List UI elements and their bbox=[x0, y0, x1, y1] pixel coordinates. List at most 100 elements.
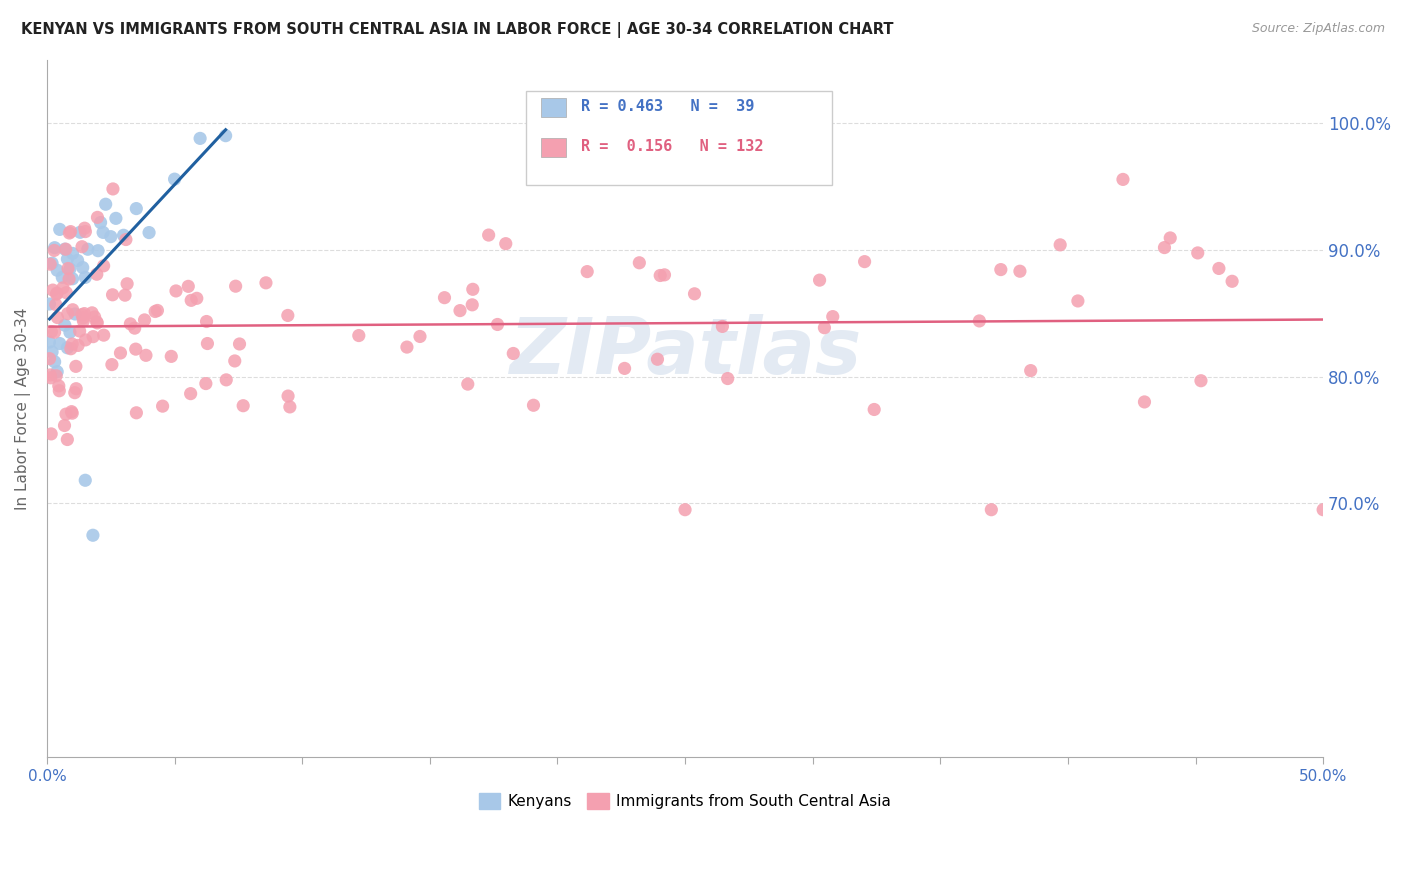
Text: R = 0.463   N =  39: R = 0.463 N = 39 bbox=[581, 99, 755, 114]
Point bbox=[69, 225, 91, 239]
Point bbox=[228, 337, 250, 351]
Point bbox=[110, 346, 132, 360]
Point bbox=[62, 272, 84, 286]
Point bbox=[115, 233, 138, 247]
Point bbox=[59, 342, 82, 356]
Point bbox=[62, 246, 84, 260]
Point bbox=[1133, 395, 1156, 409]
Point bbox=[478, 228, 501, 243]
Point bbox=[114, 288, 136, 302]
Point bbox=[112, 228, 135, 243]
Point bbox=[56, 433, 79, 447]
Point bbox=[197, 336, 219, 351]
Point bbox=[56, 261, 79, 276]
Point bbox=[44, 241, 66, 255]
Point bbox=[711, 319, 734, 334]
Point bbox=[152, 399, 174, 413]
Point bbox=[45, 298, 67, 312]
Point bbox=[53, 318, 76, 333]
Point bbox=[60, 404, 83, 418]
Point bbox=[56, 252, 79, 266]
Text: ZIPatlas: ZIPatlas bbox=[509, 315, 862, 391]
Point bbox=[1220, 274, 1243, 288]
Point bbox=[1019, 363, 1042, 377]
Point bbox=[63, 385, 86, 400]
Point bbox=[808, 273, 831, 287]
Point bbox=[138, 226, 160, 240]
Point bbox=[86, 315, 108, 329]
Point bbox=[53, 242, 76, 256]
Point bbox=[42, 283, 65, 297]
Point bbox=[70, 308, 93, 322]
Point bbox=[39, 371, 62, 385]
Point bbox=[821, 310, 844, 324]
Point bbox=[461, 298, 484, 312]
Point bbox=[41, 345, 63, 359]
Point bbox=[969, 314, 991, 328]
Point bbox=[87, 244, 110, 258]
Point bbox=[502, 346, 524, 360]
Point bbox=[461, 282, 484, 296]
Point bbox=[395, 340, 418, 354]
Point bbox=[44, 244, 66, 258]
Point bbox=[1189, 374, 1212, 388]
Point bbox=[1049, 238, 1071, 252]
Text: KENYAN VS IMMIGRANTS FROM SOUTH CENTRAL ASIA IN LABOR FORCE | AGE 30-34 CORRELAT: KENYAN VS IMMIGRANTS FROM SOUTH CENTRAL … bbox=[21, 22, 894, 38]
Point bbox=[69, 324, 91, 338]
Point bbox=[1312, 502, 1334, 516]
Point bbox=[72, 310, 94, 325]
Point bbox=[1112, 172, 1135, 186]
Point bbox=[673, 502, 696, 516]
Point bbox=[194, 376, 217, 391]
Point bbox=[59, 225, 82, 239]
Point bbox=[44, 355, 66, 369]
Point bbox=[135, 348, 157, 362]
Point bbox=[613, 361, 636, 376]
Point bbox=[53, 418, 76, 433]
Point bbox=[70, 240, 93, 254]
Point bbox=[1208, 261, 1230, 276]
Point bbox=[56, 307, 79, 321]
Point bbox=[813, 320, 835, 334]
Point bbox=[38, 351, 60, 366]
Point bbox=[1159, 231, 1181, 245]
Point bbox=[980, 502, 1002, 516]
Point bbox=[278, 400, 301, 414]
Text: R =  0.156   N = 132: R = 0.156 N = 132 bbox=[581, 139, 763, 154]
Point bbox=[177, 279, 200, 293]
Point bbox=[232, 399, 254, 413]
Point bbox=[65, 382, 87, 396]
FancyBboxPatch shape bbox=[541, 98, 565, 118]
Text: Source: ZipAtlas.com: Source: ZipAtlas.com bbox=[1251, 22, 1385, 36]
Point bbox=[58, 226, 80, 240]
Point bbox=[75, 473, 97, 487]
Point bbox=[58, 272, 80, 286]
Point bbox=[41, 325, 63, 339]
Point bbox=[160, 350, 183, 364]
Point bbox=[146, 303, 169, 318]
Point bbox=[55, 407, 77, 421]
Point bbox=[75, 225, 97, 239]
Point bbox=[186, 291, 208, 305]
Legend: Kenyans, Immigrants from South Central Asia: Kenyans, Immigrants from South Central A… bbox=[472, 788, 897, 815]
Point bbox=[38, 334, 60, 349]
Point bbox=[654, 268, 676, 282]
Point bbox=[46, 263, 69, 277]
Point bbox=[86, 211, 108, 225]
Point bbox=[93, 328, 115, 343]
Point bbox=[853, 254, 876, 268]
Point bbox=[683, 286, 706, 301]
Point bbox=[39, 426, 62, 441]
Point bbox=[48, 384, 70, 398]
Point bbox=[143, 304, 166, 318]
Point bbox=[486, 318, 509, 332]
Point bbox=[48, 222, 70, 236]
Point bbox=[72, 260, 94, 275]
Point bbox=[62, 302, 84, 317]
Point bbox=[86, 267, 108, 281]
Point bbox=[1008, 264, 1031, 278]
Point bbox=[38, 297, 60, 311]
Point bbox=[104, 211, 127, 226]
Point bbox=[1153, 241, 1175, 255]
Point bbox=[347, 328, 370, 343]
